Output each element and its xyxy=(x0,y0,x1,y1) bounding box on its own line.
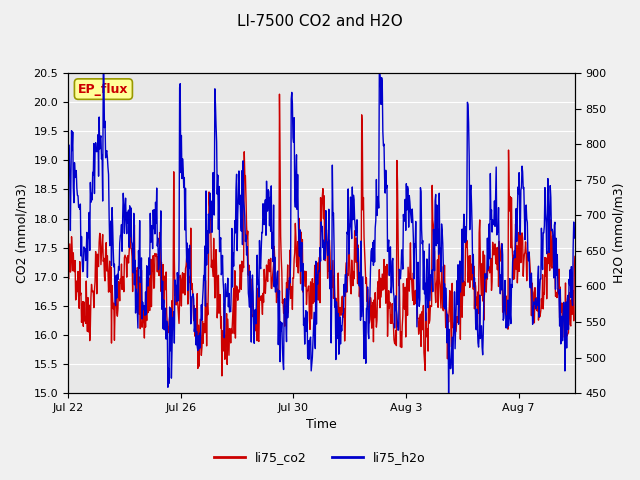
li75_co2 xyxy=(353,235,360,241)
li75_co2 xyxy=(277,233,285,239)
li75_h2o xyxy=(249,289,257,295)
li75_co2 xyxy=(276,91,284,97)
li75_co2 xyxy=(83,278,90,284)
li75_h2o xyxy=(64,182,72,188)
Legend: li75_co2, li75_h2o: li75_co2, li75_h2o xyxy=(209,446,431,469)
Line: li75_h2o: li75_h2o xyxy=(68,73,575,393)
li75_co2 xyxy=(184,257,191,263)
li75_co2 xyxy=(218,373,226,379)
li75_h2o xyxy=(99,70,107,76)
li75_h2o xyxy=(184,288,192,293)
li75_co2 xyxy=(571,253,579,259)
li75_co2 xyxy=(64,269,72,275)
li75_h2o xyxy=(276,359,284,365)
Y-axis label: H2O (mmol/m3): H2O (mmol/m3) xyxy=(612,183,625,283)
Text: LI-7500 CO2 and H2O: LI-7500 CO2 and H2O xyxy=(237,14,403,29)
li75_h2o xyxy=(445,390,452,396)
li75_h2o xyxy=(571,235,579,241)
X-axis label: Time: Time xyxy=(306,419,337,432)
li75_h2o xyxy=(83,250,90,256)
li75_h2o xyxy=(475,344,483,350)
Y-axis label: CO2 (mmol/m3): CO2 (mmol/m3) xyxy=(15,183,28,283)
Text: EP_flux: EP_flux xyxy=(78,83,129,96)
li75_h2o xyxy=(352,233,360,239)
li75_co2 xyxy=(475,310,483,316)
li75_co2 xyxy=(249,314,257,320)
Line: li75_co2: li75_co2 xyxy=(68,94,575,376)
